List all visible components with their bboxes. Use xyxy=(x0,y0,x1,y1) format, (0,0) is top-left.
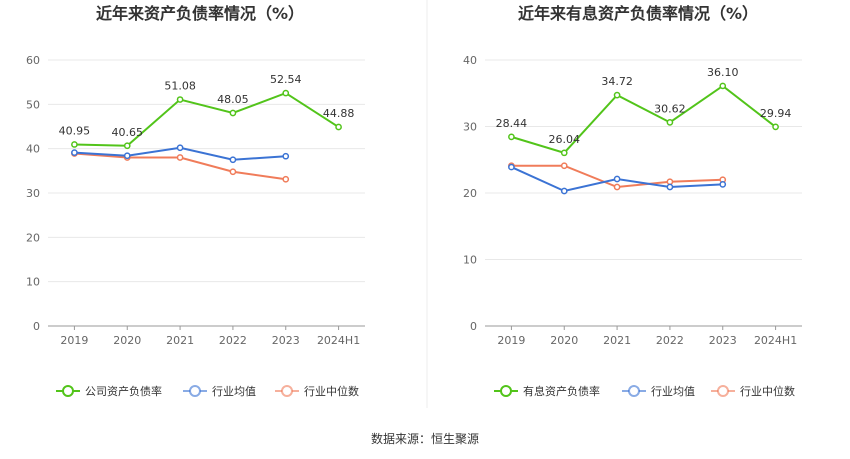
data-point xyxy=(508,133,515,141)
y-tick-label: 0 xyxy=(470,320,477,333)
legend-label: 有息资产负债率 xyxy=(523,384,600,398)
data-label: 34.72 xyxy=(601,75,633,88)
legend-label: 行业中位数 xyxy=(740,384,795,398)
series-line xyxy=(74,91,340,147)
y-tick-label: 20 xyxy=(26,231,40,244)
y-tick-label: 0 xyxy=(33,320,40,333)
data-point xyxy=(666,178,674,186)
y-tick-label: 60 xyxy=(26,54,40,67)
data-point xyxy=(282,152,290,160)
y-tick-label: 10 xyxy=(463,254,477,267)
legend-marker xyxy=(189,385,201,397)
left-chart-panel: 近年来资产负债率情况（%） 0 10 20 30 40 50 60 2019 2020 2021 20… xyxy=(26,4,365,398)
legend-item[interactable]: 行业中位数 xyxy=(711,384,795,398)
y-tick-label: 40 xyxy=(26,143,40,156)
chart-title: 近年来资产负债率情况（%） xyxy=(96,4,304,23)
data-point xyxy=(229,168,237,176)
chart-title: 近年来有息资产负债率情况（%） xyxy=(518,4,758,23)
x-tick-label: 2021 xyxy=(166,334,194,347)
legend-label: 行业均值 xyxy=(212,385,256,398)
data-point xyxy=(772,123,779,131)
legend-marker xyxy=(500,385,512,397)
data-label: 48.05 xyxy=(217,93,249,106)
data-point xyxy=(508,163,515,171)
y-tick-label: 30 xyxy=(463,121,477,134)
series-line xyxy=(511,84,777,154)
data-point xyxy=(123,152,131,160)
legend-marker xyxy=(628,385,640,397)
x-tick-label: 2019 xyxy=(497,334,525,347)
data-point xyxy=(282,175,290,183)
data-point xyxy=(176,96,184,103)
data-point xyxy=(176,144,184,152)
data-point xyxy=(71,149,78,157)
x-tick-label: 2020 xyxy=(550,334,578,347)
x-tick-label: 2024H1 xyxy=(317,334,360,347)
legend-label: 公司资产负债率 xyxy=(85,384,162,398)
data-point xyxy=(666,119,674,126)
data-point xyxy=(71,141,78,148)
x-tick-label: 2024H1 xyxy=(754,334,797,347)
data-point xyxy=(229,156,237,164)
data-point xyxy=(123,142,131,150)
y-tick-label: 40 xyxy=(463,54,477,67)
data-point xyxy=(229,109,237,117)
legend-marker xyxy=(281,385,293,397)
legend-label: 行业中位数 xyxy=(304,384,359,398)
data-label: 52.54 xyxy=(270,73,302,86)
x-tick-label: 2020 xyxy=(113,334,141,347)
legend-item[interactable]: 行业均值 xyxy=(622,385,695,398)
data-label: 36.10 xyxy=(707,66,739,79)
data-label: 40.65 xyxy=(112,126,144,139)
x-tick-label: 2023 xyxy=(272,334,300,347)
data-label: 28.44 xyxy=(496,117,528,130)
x-tick-label: 2022 xyxy=(656,334,684,347)
data-label: 51.08 xyxy=(164,80,196,93)
data-label: 26.04 xyxy=(549,133,581,146)
data-point xyxy=(560,162,568,170)
data-point xyxy=(176,154,184,161)
y-tick-label: 20 xyxy=(463,187,477,200)
data-label: 29.94 xyxy=(760,107,792,120)
data-label: 40.95 xyxy=(59,124,91,137)
legend-item[interactable]: 公司资产负债率 xyxy=(56,384,162,398)
data-point xyxy=(560,187,568,195)
legend-item[interactable]: 有息资产负债率 xyxy=(494,384,600,398)
legend-marker xyxy=(62,385,74,397)
y-tick-label: 30 xyxy=(26,187,40,200)
legend-item[interactable]: 行业均值 xyxy=(183,385,256,398)
data-point xyxy=(282,89,290,97)
right-chart-panel: 近年来有息资产负债率情况（%） 0 10 20 30 40 2019 2020 2021 2022… xyxy=(463,4,802,398)
data-point xyxy=(719,82,727,90)
legend-marker xyxy=(717,385,729,397)
data-point xyxy=(719,181,727,188)
legend-item[interactable]: 行业中位数 xyxy=(275,384,359,398)
data-label: 30.62 xyxy=(654,102,686,115)
legend-label: 行业均值 xyxy=(651,385,695,398)
data-label: 44.88 xyxy=(323,107,355,120)
data-point xyxy=(613,175,621,183)
x-tick-label: 2022 xyxy=(219,334,247,347)
data-point xyxy=(666,183,674,191)
y-tick-label: 10 xyxy=(26,276,40,289)
x-tick-label: 2023 xyxy=(709,334,737,347)
x-tick-label: 2019 xyxy=(60,334,88,347)
y-tick-label: 50 xyxy=(26,98,40,111)
data-point xyxy=(613,183,621,191)
data-source-note: 数据来源：恒生聚源 xyxy=(371,431,479,446)
data-point xyxy=(560,149,568,157)
data-point xyxy=(335,123,342,131)
data-point xyxy=(613,91,621,99)
x-tick-label: 2021 xyxy=(603,334,631,347)
